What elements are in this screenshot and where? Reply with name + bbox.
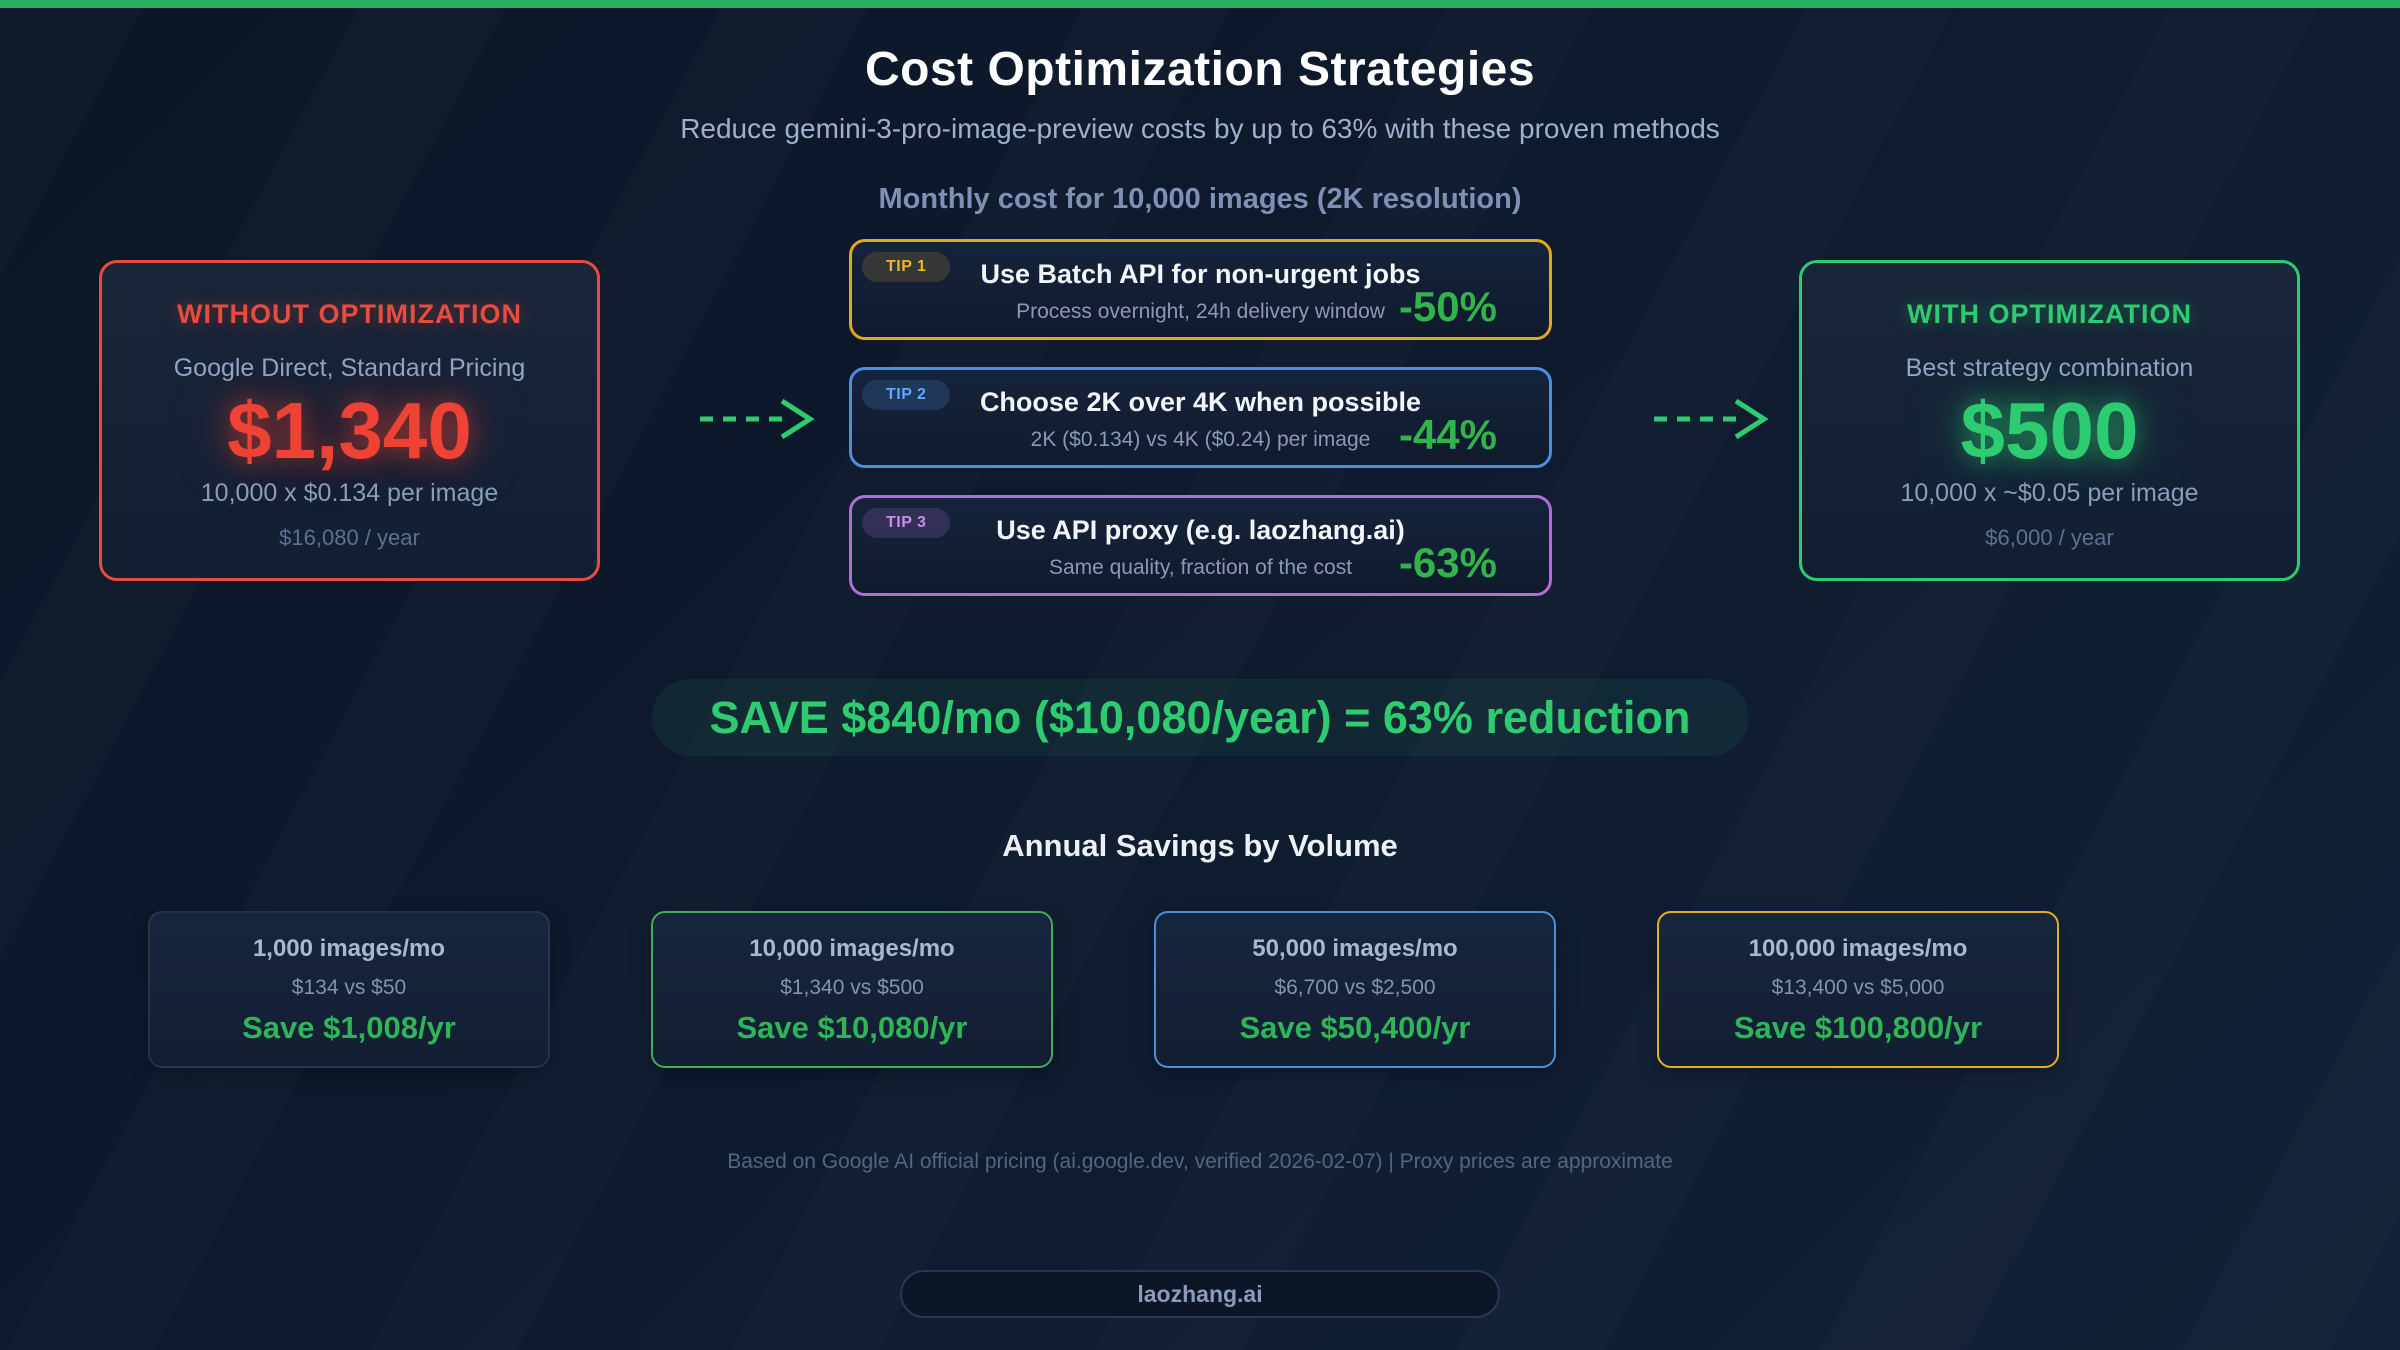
tip-2-subtitle: 2K ($0.134) vs 4K ($0.24) per image [1030,428,1371,451]
tip-3-subtitle: Same quality, fraction of the cost [1048,556,1353,579]
tip-card-2: TIP 2 Choose 2K over 4K when possible 2K… [849,367,1552,468]
tip-3-badge: TIP 3 [862,508,951,538]
without-card-yearly: $16,080 / year [279,525,420,550]
tip-2-content: Choose 2K over 4K when possible 2K ($0.1… [852,370,1549,467]
tip-1-title: Use Batch API for non-urgent jobs [980,259,1421,289]
volume-card-savings: Save $100,800/yr [1733,1010,1983,1045]
volume-card-1000: 1,000 images/mo $134 vs $50 Save $1,008/… [148,911,550,1068]
without-card-price: $1,340 [227,386,472,475]
page-subtitle: Reduce gemini-3-pro-image-preview costs … [680,113,1720,144]
volume-card-savings: Save $50,400/yr [1239,1010,1471,1045]
tip-1-subtitle: Process overnight, 24h delivery window [1016,300,1385,323]
volume-card-title: 50,000 images/mo [1252,935,1458,962]
tip-3-content: Use API proxy (e.g. laozhang.ai) Same qu… [852,498,1549,595]
page-title: Cost Optimization Strategies [864,43,1536,96]
volume-card-comparison: $134 vs $50 [291,976,407,999]
with-card-provider: Best strategy combination [1905,354,2194,382]
tip-card-3: TIP 3 Use API proxy (e.g. laozhang.ai) S… [849,495,1552,596]
volume-card-savings: Save $10,080/yr [736,1010,968,1045]
with-card-yearly: $6,000 / year [1985,525,2114,550]
with-optimization-card: WITH OPTIMIZATION Best strategy combinat… [1799,260,2300,581]
tip-1-discount: -50% [1398,283,1497,330]
without-card-heading: WITHOUT OPTIMIZATION [177,299,522,329]
volume-cards-row: 1,000 images/mo $134 vs $50 Save $1,008/… [148,911,2059,1068]
tip-2-badge: TIP 2 [862,380,951,410]
tip-3-discount: -63% [1398,539,1497,586]
tip-1-badge: TIP 1 [862,252,951,282]
with-card-calculation: 10,000 x ~$0.05 per image [1900,479,2199,507]
volume-card-savings: Save $1,008/yr [242,1010,456,1045]
volume-card-comparison: $1,340 vs $500 [780,976,924,999]
tip-2-title: Choose 2K over 4K when possible [979,387,1422,417]
header: Cost Optimization Strategies Reduce gemi… [0,0,2400,216]
volume-section-heading: Annual Savings by Volume [1002,828,1398,863]
savings-banner: SAVE $840/mo ($10,080/year) = 63% reduct… [651,679,1749,756]
volume-card-comparison: $13,400 vs $5,000 [1771,976,1945,999]
volume-card-comparison: $6,700 vs $2,500 [1274,976,1436,999]
tip-3-title: Use API proxy (e.g. laozhang.ai) [996,515,1405,545]
with-card-price: $500 [1960,386,2139,475]
volume-card-title: 100,000 images/mo [1748,935,1968,962]
volume-card-title: 10,000 images/mo [749,935,955,962]
arrow-right-icon [1652,396,1772,442]
volume-card-title: 1,000 images/mo [252,935,446,962]
without-card-calculation: 10,000 x $0.134 per image [200,479,499,507]
section-label: Monthly cost for 10,000 images (2K resol… [878,183,1522,215]
top-accent-bar [0,0,2400,8]
tip-card-1: TIP 1 Use Batch API for non-urgent jobs … [849,239,1552,340]
tip-1-content: Use Batch API for non-urgent jobs Proces… [852,242,1549,339]
without-card-provider: Google Direct, Standard Pricing [173,354,526,382]
volume-card-50000: 50,000 images/mo $6,700 vs $2,500 Save $… [1154,911,1556,1068]
with-card-heading: WITH OPTIMIZATION [1907,299,2192,329]
volume-card-10000: 10,000 images/mo $1,340 vs $500 Save $10… [651,911,1053,1068]
tip-2-discount: -44% [1398,411,1497,458]
brand-button[interactable]: laozhang.ai [900,1270,1500,1318]
without-optimization-card: WITHOUT OPTIMIZATION Google Direct, Stan… [99,260,600,581]
pricing-source-note: Based on Google AI official pricing (ai.… [727,1150,1673,1173]
tips-column: TIP 1 Use Batch API for non-urgent jobs … [849,239,1552,596]
volume-card-100000: 100,000 images/mo $13,400 vs $5,000 Save… [1657,911,2059,1068]
arrow-right-icon [698,396,818,442]
